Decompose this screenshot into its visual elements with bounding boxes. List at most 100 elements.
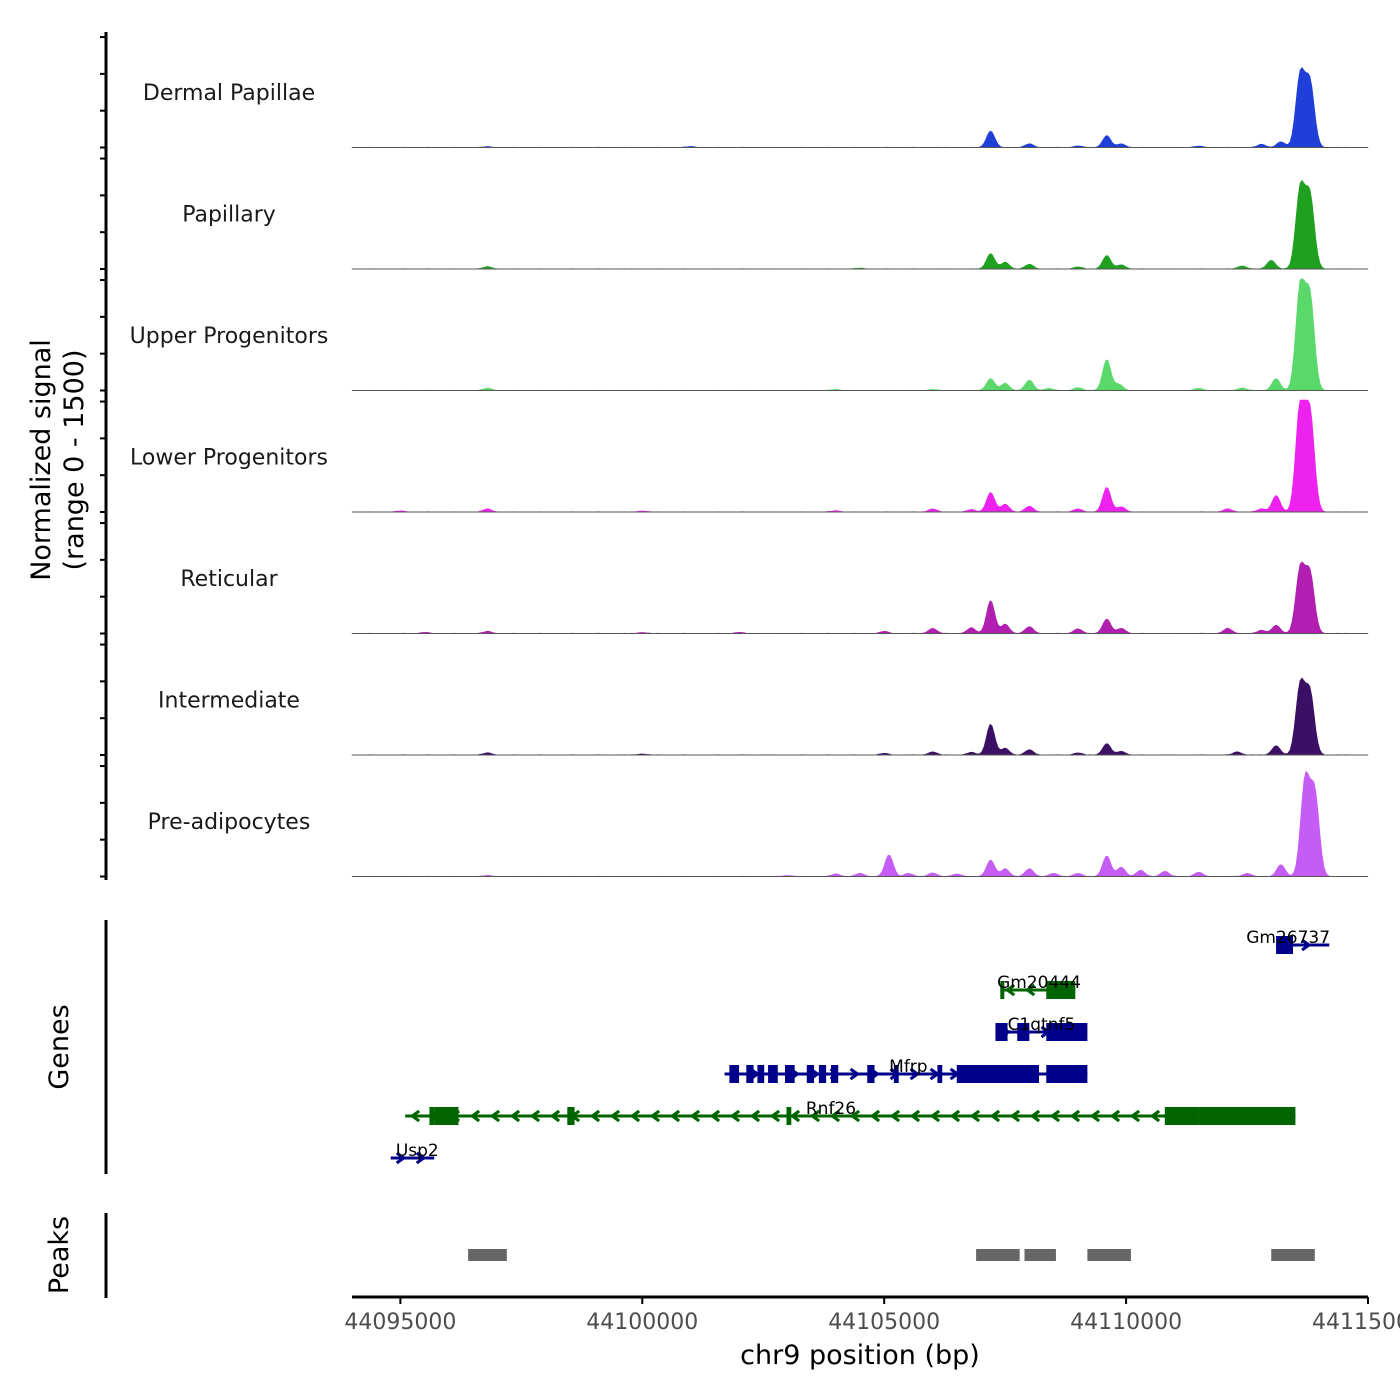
gene-exon (937, 1065, 943, 1083)
strand-arrow (1049, 1109, 1061, 1123)
x-tick-label: 44115000 (1312, 1310, 1400, 1335)
gene-c1qtnf5: C1qtnf5 (995, 1015, 1088, 1041)
strand-arrow (529, 1109, 541, 1123)
gene-label: C1qtnf5 (1008, 1015, 1076, 1035)
strand-arrow (1004, 983, 1016, 997)
strand-arrow (909, 1067, 921, 1081)
gene-exon (429, 1107, 435, 1125)
strand-arrow (1301, 938, 1312, 952)
gene-mfrp: Mfrp (724, 1057, 1088, 1083)
genes-panel-title: Genes (44, 1004, 75, 1089)
peaks-track (468, 1249, 1315, 1261)
signal-area (351, 677, 1369, 756)
gene-exon (1046, 1023, 1088, 1041)
track-reticular: Reticular (180, 561, 1369, 634)
peak-region (1024, 1249, 1056, 1261)
gene-label: Gm20444 (997, 973, 1081, 993)
track-papillary: Papillary (182, 179, 1369, 270)
track-label: Reticular (180, 567, 278, 592)
track-label: Papillary (182, 203, 276, 228)
x-tick-label: 44110000 (1070, 1310, 1182, 1335)
strand-arrow (1069, 1109, 1081, 1123)
strand-arrow (549, 1109, 561, 1123)
strand-arrow (1149, 1109, 1161, 1123)
strand-arrow (849, 1067, 861, 1081)
gene-exon (893, 1065, 899, 1083)
gene-exon (830, 1065, 839, 1083)
strand-arrow (1024, 983, 1036, 997)
y-axis-title-line-2: (range 0 - 1500) (59, 350, 90, 571)
track-lower-progenitors: Lower Progenitors (130, 399, 1369, 513)
gene-exon (818, 1065, 827, 1083)
coverage-tracks: Dermal Papillae Papillary Upper Progenitor… (130, 67, 1369, 877)
signal-y-ticks (100, 36, 106, 878)
strand-arrow (929, 1109, 941, 1123)
track-dermal-papillae: Dermal Papillae (143, 67, 1369, 148)
strand-arrow (849, 1109, 861, 1123)
track-intermediate: Intermediate (158, 677, 1369, 756)
gene-rnf26: Rnf26 (405, 1099, 1296, 1125)
track-label: Pre-adipocytes (148, 810, 311, 835)
strand-arrow (415, 1151, 427, 1165)
strand-arrow (609, 1109, 621, 1123)
strand-arrow (629, 1109, 641, 1123)
strand-arrow (669, 1109, 681, 1123)
strand-arrow (729, 1109, 741, 1123)
peak-region (1271, 1249, 1315, 1261)
track-label: Intermediate (158, 689, 300, 714)
gene-exon (757, 1065, 765, 1083)
gene-exon (1000, 981, 1005, 999)
gene-exon (729, 1065, 740, 1083)
peak-region (976, 1249, 1020, 1261)
signal-area (351, 561, 1369, 634)
x-tick-label: 44105000 (828, 1310, 940, 1335)
track-upper-progenitors: Upper Progenitors (130, 278, 1369, 391)
x-tick-label: 44100000 (586, 1310, 698, 1335)
strand-arrow (589, 1109, 601, 1123)
gene-exon (785, 1065, 795, 1083)
strand-arrow (989, 1109, 1001, 1123)
strand-arrow (689, 1109, 701, 1123)
gene-usp2: Usp2 (390, 1141, 439, 1165)
signal-area (351, 67, 1369, 148)
strand-arrow (649, 1109, 661, 1123)
gene-exon (1198, 1107, 1296, 1125)
strand-arrow (749, 1109, 761, 1123)
strand-arrow (809, 1109, 821, 1123)
gene-label: Usp2 (396, 1141, 439, 1161)
y-axis-title-line-1: Normalized signal (26, 339, 57, 581)
strand-arrow (489, 1109, 501, 1123)
strand-arrow (469, 1109, 481, 1123)
strand-arrow (509, 1109, 521, 1123)
strand-arrow (949, 1109, 961, 1123)
strand-arrow (789, 1109, 801, 1123)
gene-exon (806, 1065, 815, 1083)
strand-arrow (1109, 1109, 1121, 1123)
gene-exon (1017, 1023, 1030, 1041)
signal-area (351, 770, 1369, 877)
strand-arrow (869, 1109, 881, 1123)
strand-arrow (909, 1109, 921, 1123)
strand-arrow (409, 1109, 421, 1123)
gene-exon (1276, 936, 1294, 954)
strand-arrow (969, 1109, 981, 1123)
peak-region (468, 1249, 507, 1261)
peaks-panel-title: Peaks (44, 1216, 75, 1294)
strand-arrow (829, 1109, 841, 1123)
gene-exon (1164, 1107, 1199, 1125)
x-axis-title: chr9 position (bp) (740, 1340, 980, 1371)
strand-arrow (1009, 1109, 1021, 1123)
signal-area (351, 278, 1369, 391)
strand-arrow (889, 1109, 901, 1123)
track-label: Upper Progenitors (130, 324, 329, 349)
strand-arrow (1029, 1109, 1041, 1123)
track-label: Lower Progenitors (130, 446, 328, 471)
gene-label: Rnf26 (806, 1099, 856, 1119)
signal-area (351, 179, 1369, 270)
strand-arrow (769, 1109, 781, 1123)
signal-area (351, 399, 1369, 513)
strand-arrow (1089, 1109, 1101, 1123)
x-tick-label: 44095000 (344, 1310, 456, 1335)
strand-arrow (395, 1151, 407, 1165)
